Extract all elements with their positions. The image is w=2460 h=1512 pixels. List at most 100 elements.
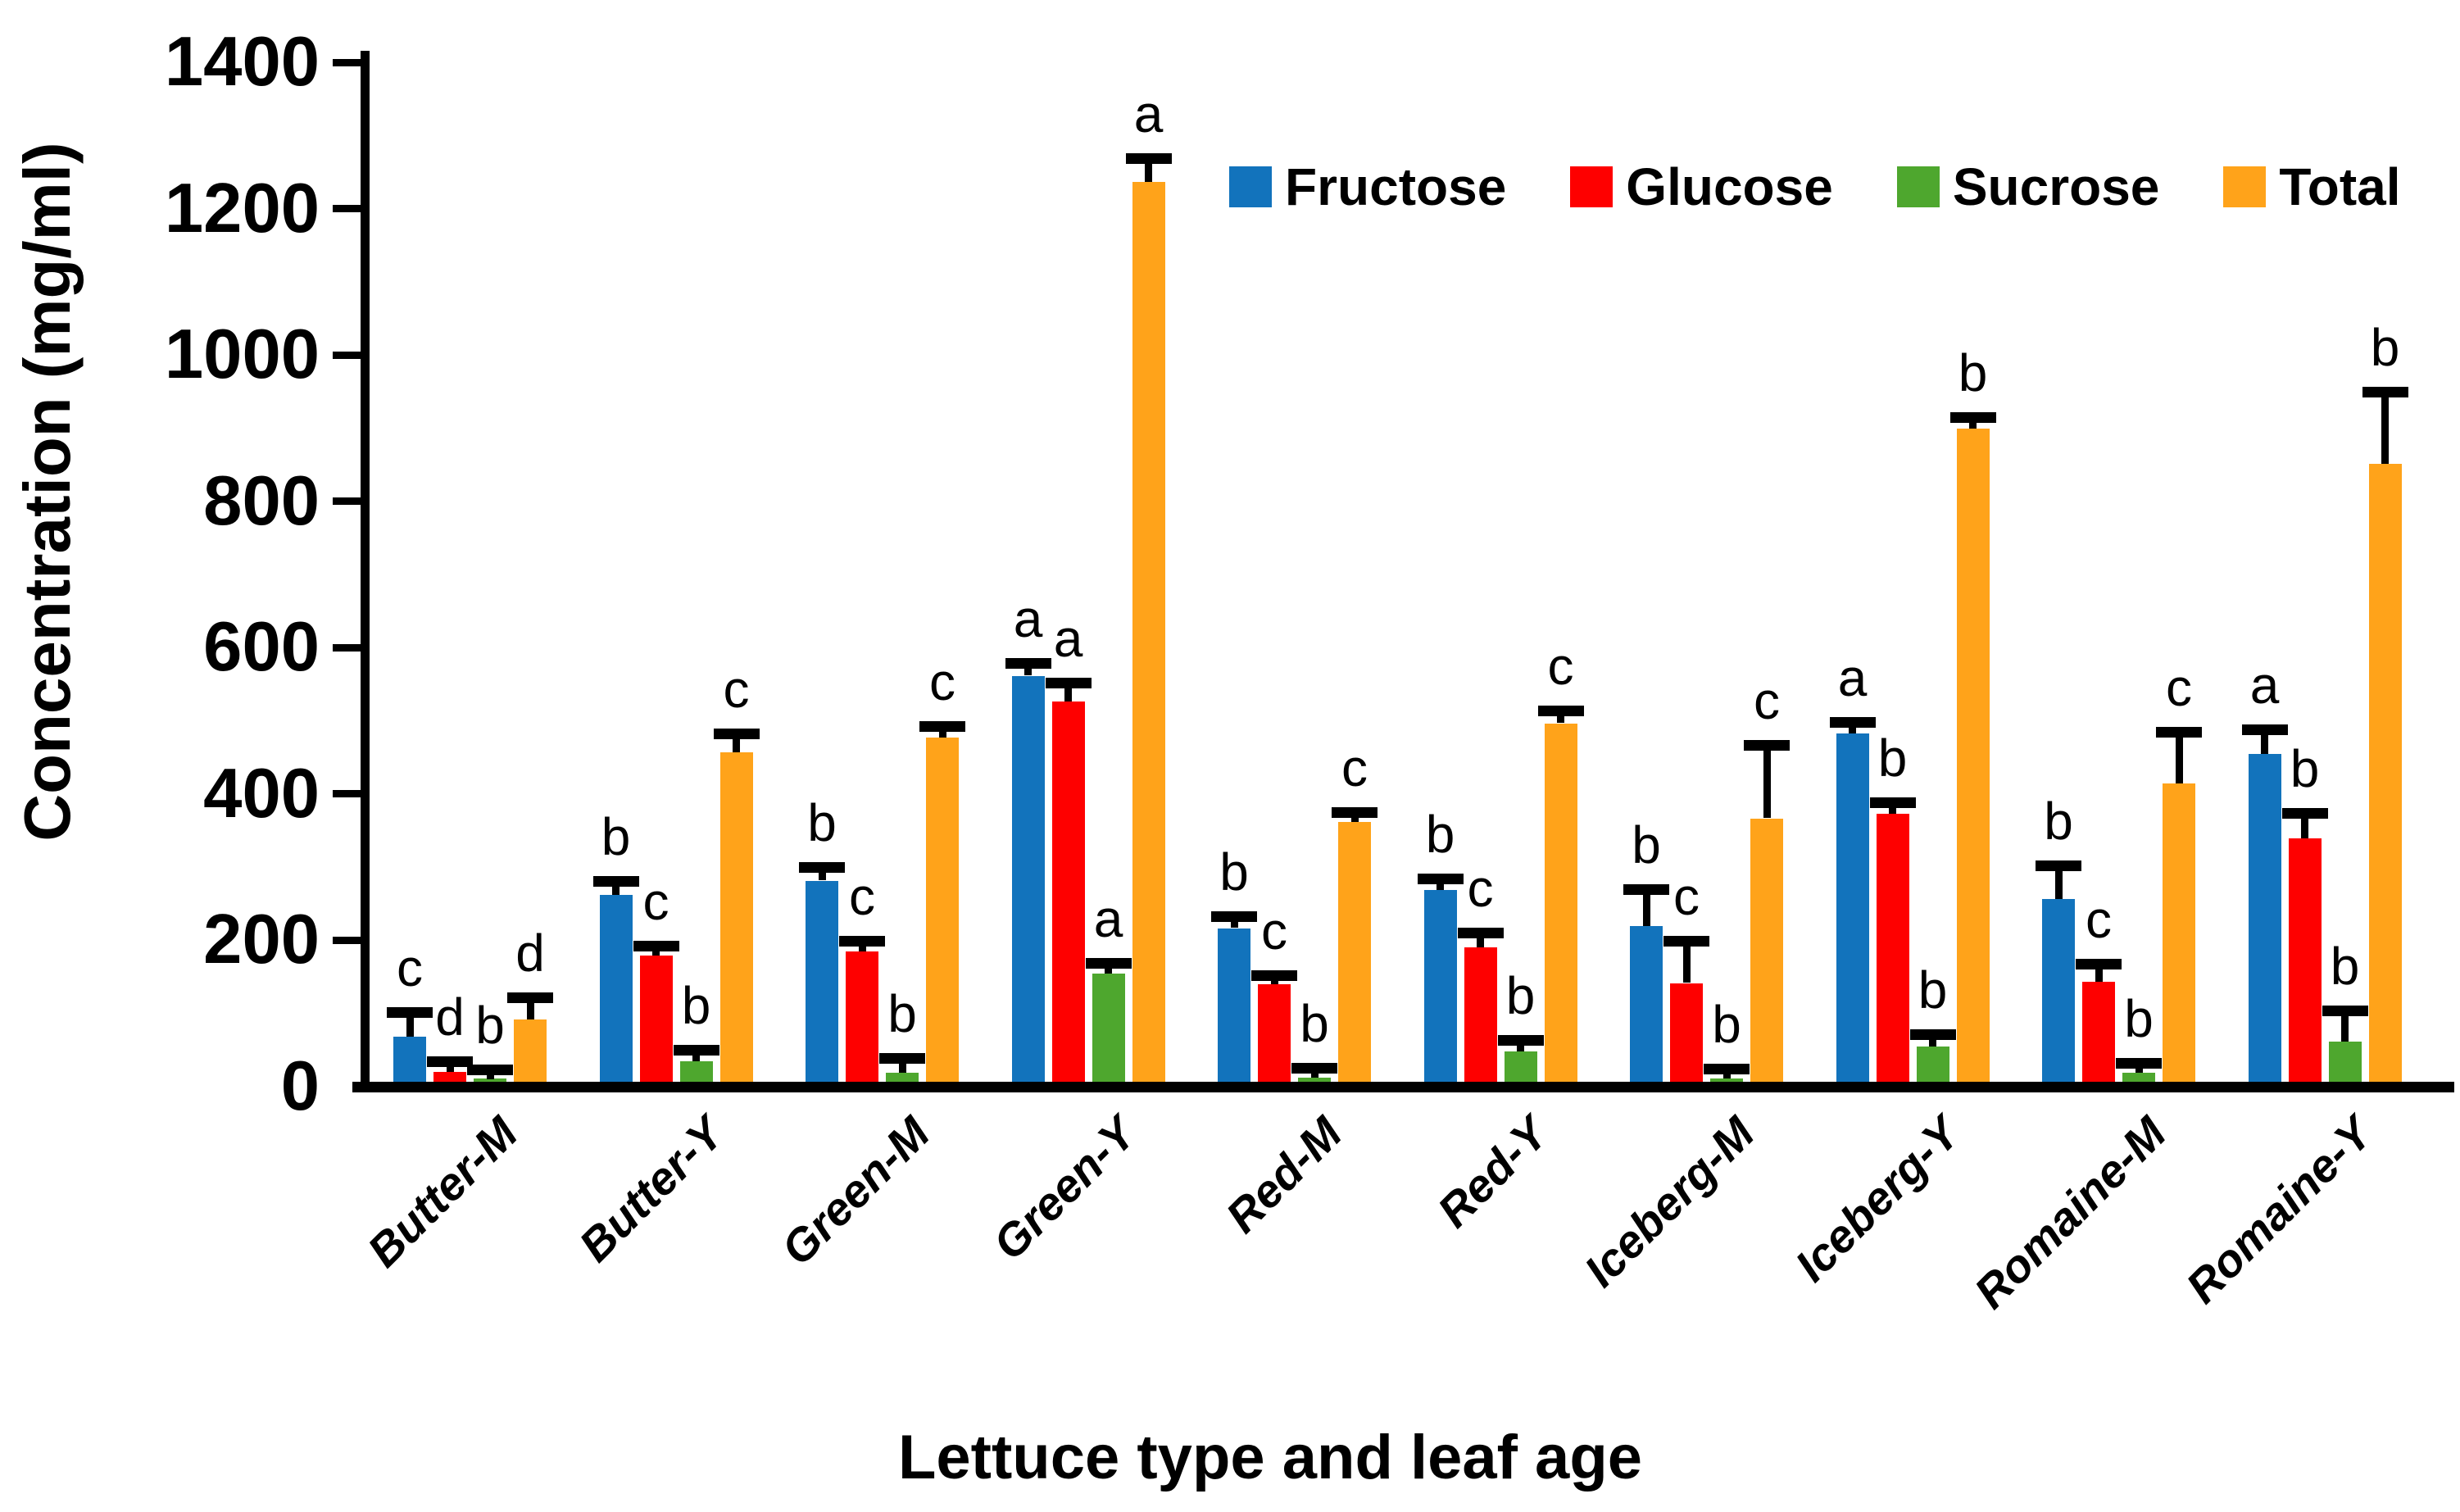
y-tick-200	[333, 936, 361, 944]
legend-label-total: Total	[2279, 157, 2401, 216]
significance-letter-glucose-butter-y: c	[642, 872, 669, 932]
significance-letter-total-butter-m: d	[515, 923, 545, 983]
error-bar-line	[2341, 1015, 2349, 1042]
bar-fructose-romaine-m	[2042, 898, 2075, 1082]
bar-sucrose-red-m	[1298, 1077, 1331, 1082]
error-bar-line	[406, 1018, 414, 1037]
error-bar-line	[1230, 922, 1238, 929]
bar-fructose-butter-m	[393, 1036, 426, 1082]
error-bar-cap	[2322, 1005, 2368, 1016]
x-axis-label-green-y: Green-Y	[983, 1106, 1146, 1270]
bar-total-green-m	[926, 738, 959, 1082]
significance-letter-sucrose-romaine-m: b	[2124, 988, 2154, 1048]
y-axis-line	[361, 51, 370, 1085]
error-bar-cap	[1085, 957, 1132, 969]
significance-letter-fructose-romaine-m: b	[2044, 791, 2073, 851]
error-bar-line	[1310, 1074, 1319, 1078]
significance-letter-total-romaine-m: c	[2166, 657, 2192, 717]
error-bar-line	[2381, 397, 2389, 464]
y-tick-label-1000: 1000	[164, 316, 320, 394]
bar-glucose-butter-m	[433, 1072, 466, 1082]
y-tick-label-200: 200	[203, 901, 320, 979]
error-bar-cap	[1497, 1035, 1544, 1047]
error-bar-cap	[919, 721, 965, 733]
bar-sucrose-butter-y	[679, 1061, 713, 1082]
error-bar-line	[446, 1067, 454, 1073]
legend-label-fructose: Fructose	[1285, 157, 1507, 216]
legend-item-fructose: Fructose	[1229, 157, 1507, 216]
bar-glucose-iceberg-m	[1670, 983, 1703, 1082]
y-tick-label-400: 400	[203, 754, 320, 833]
error-bar-cap	[1663, 935, 1709, 947]
error-bar-cap	[839, 935, 885, 947]
error-bar-cap	[879, 1052, 925, 1064]
y-tick-600	[333, 643, 361, 652]
significance-letter-glucose-green-y: a	[1053, 608, 1083, 668]
bar-glucose-romaine-y	[2288, 838, 2322, 1082]
error-bar-cap	[1417, 873, 1464, 884]
bar-glucose-red-y	[1464, 947, 1497, 1082]
error-bar-cap	[1291, 1063, 1337, 1074]
error-bar-cap	[427, 1056, 473, 1068]
error-bar-line	[652, 951, 660, 956]
error-bar-cap	[1211, 911, 1257, 923]
x-axis-label-butter-y: Butter-Y	[568, 1106, 733, 1272]
significance-letter-sucrose-butter-y: b	[681, 975, 711, 1035]
legend-label-glucose: Glucose	[1626, 157, 1833, 216]
x-axis-label-romaine-y: Romaine-Y	[2176, 1106, 2382, 1313]
legend-swatch-total	[2223, 166, 2267, 207]
error-bar-cap	[1623, 884, 1669, 896]
legend-item-total: Total	[2223, 157, 2401, 216]
bar-sucrose-butter-m	[474, 1078, 506, 1082]
significance-letter-glucose-romaine-m: c	[2086, 889, 2112, 949]
significance-letter-total-red-m: c	[1341, 738, 1368, 797]
y-tick-1200	[333, 205, 361, 213]
bar-fructose-romaine-y	[2248, 754, 2281, 1082]
error-bar-cap	[1045, 677, 1092, 688]
error-bar-line	[486, 1075, 494, 1079]
error-bar-line	[1145, 163, 1152, 182]
bar-total-iceberg-y	[1956, 428, 1990, 1082]
error-bar-line	[858, 946, 866, 952]
x-axis-line	[352, 1082, 2454, 1092]
significance-letter-sucrose-butter-m: b	[475, 996, 505, 1055]
significance-letter-sucrose-green-y: a	[1093, 888, 1123, 948]
bar-sucrose-green-y	[1092, 973, 1125, 1082]
legend-label-sucrose: Sucrose	[1952, 157, 2160, 216]
error-bar-line	[938, 732, 946, 738]
error-bar-cap	[633, 941, 679, 952]
significance-letter-fructose-green-m: b	[807, 792, 837, 852]
bar-glucose-red-m	[1258, 984, 1291, 1083]
bar-glucose-romaine-m	[2082, 981, 2115, 1082]
significance-letter-glucose-iceberg-y: b	[1877, 729, 1908, 788]
error-bar-line	[2261, 734, 2268, 754]
bar-glucose-butter-y	[639, 956, 673, 1082]
error-bar-cap	[1909, 1029, 1956, 1041]
legend: Fructose Glucose Sucrose Total	[1229, 157, 2460, 216]
bar-total-red-y	[1544, 723, 1577, 1082]
x-axis-label-green-m: Green-M	[770, 1106, 940, 1275]
error-bar-line	[818, 872, 826, 881]
error-bar-line	[2135, 1068, 2143, 1074]
error-bar-cap	[1125, 152, 1172, 164]
significance-letter-total-red-y: c	[1547, 636, 1574, 696]
error-bar-line	[2054, 870, 2063, 899]
bar-sucrose-iceberg-y	[1916, 1047, 1949, 1082]
y-tick-1000	[333, 351, 361, 359]
error-bar-cap	[592, 875, 639, 887]
significance-letter-sucrose-red-m: b	[1300, 994, 1329, 1054]
significance-letter-total-green-m: c	[929, 652, 955, 712]
significance-letter-fructose-iceberg-y: a	[1837, 647, 1868, 707]
error-bar-line	[1477, 938, 1484, 947]
significance-letter-glucose-butter-m: d	[435, 988, 465, 1047]
y-tick-800	[333, 497, 361, 506]
bar-total-iceberg-m	[1750, 818, 1783, 1082]
error-bar-cap	[1332, 806, 1378, 818]
legend-swatch-fructose	[1229, 166, 1272, 207]
error-bar-line	[526, 1002, 534, 1020]
significance-letter-glucose-red-y: c	[1467, 859, 1494, 918]
x-axis-label-iceberg-m: Iceberg-M	[1573, 1106, 1764, 1297]
y-tick-label-600: 600	[203, 608, 320, 687]
